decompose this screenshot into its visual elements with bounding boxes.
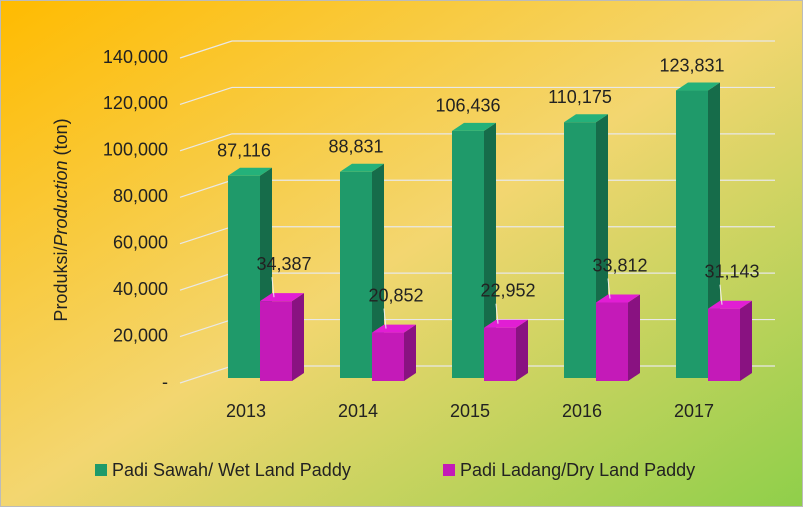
data-label: 22,952 — [480, 280, 535, 300]
y-tick-label: 60,000 — [113, 232, 168, 252]
bar-side — [740, 300, 752, 381]
bar-front — [260, 301, 292, 381]
bar-top — [708, 300, 752, 309]
data-label: 123,831 — [659, 55, 724, 75]
y-tick-label: 100,000 — [103, 140, 168, 160]
bar-side — [484, 122, 496, 378]
grid-line — [179, 86, 775, 105]
bar-top — [340, 163, 384, 172]
bar-top — [676, 82, 720, 91]
bar-top — [484, 319, 528, 328]
y-axis-label-part: (ton) — [51, 118, 71, 160]
data-label: 88,831 — [328, 137, 383, 157]
x-tick-label: 2013 — [226, 401, 266, 421]
leader-line — [271, 277, 275, 298]
bar-front — [372, 332, 404, 381]
data-label: 20,852 — [368, 285, 423, 305]
leader-line — [495, 303, 499, 324]
bar-side — [292, 293, 304, 381]
y-tick-label: - — [162, 372, 168, 392]
bar-front — [228, 175, 260, 378]
bar-top — [228, 167, 272, 176]
leader-line — [719, 284, 723, 305]
legend-swatch — [443, 464, 455, 476]
bar-front — [340, 171, 372, 378]
bar-top — [372, 324, 416, 333]
bar-top — [596, 294, 640, 303]
data-label: 110,175 — [548, 87, 612, 107]
y-axis-label-part: Produksi/ — [51, 247, 71, 322]
leader-line — [383, 308, 387, 329]
grid-line — [179, 40, 775, 59]
leader-line — [607, 278, 611, 299]
bar-side — [628, 294, 640, 381]
bar-top — [260, 293, 304, 302]
data-label: 34,387 — [256, 254, 311, 274]
y-tick-label: 20,000 — [113, 325, 168, 345]
bar-top — [452, 122, 496, 131]
y-tick-label: 120,000 — [103, 93, 168, 113]
bar-front — [452, 130, 484, 378]
legend-label: Padi Ladang/Dry Land Paddy — [460, 460, 695, 480]
x-tick-label: 2017 — [674, 401, 714, 421]
data-label: 87,116 — [217, 141, 271, 161]
data-label: 31,143 — [704, 261, 759, 281]
data-label: 106,436 — [435, 96, 500, 116]
y-axis-label: Produksi/Production (ton) — [51, 118, 71, 321]
x-tick-label: 2016 — [562, 401, 602, 421]
bar-side — [516, 319, 528, 381]
bar-top — [564, 114, 608, 123]
y-axis-label-part: Production — [51, 160, 71, 246]
x-tick-label: 2015 — [450, 401, 490, 421]
data-label: 33,812 — [592, 255, 647, 275]
bar-front — [484, 327, 516, 381]
legend-label: Padi Sawah/ Wet Land Paddy — [112, 460, 351, 480]
bar-side — [372, 163, 384, 378]
y-tick-label: 80,000 — [113, 186, 168, 206]
bar-front — [564, 122, 596, 379]
y-tick-label: 40,000 — [113, 279, 168, 299]
bar-front — [596, 302, 628, 381]
bar-front — [708, 308, 740, 381]
bar-side — [404, 324, 416, 381]
y-tick-label: 140,000 — [103, 47, 168, 67]
x-tick-label: 2014 — [338, 401, 378, 421]
bar-front — [676, 90, 708, 378]
legend-swatch — [95, 464, 107, 476]
